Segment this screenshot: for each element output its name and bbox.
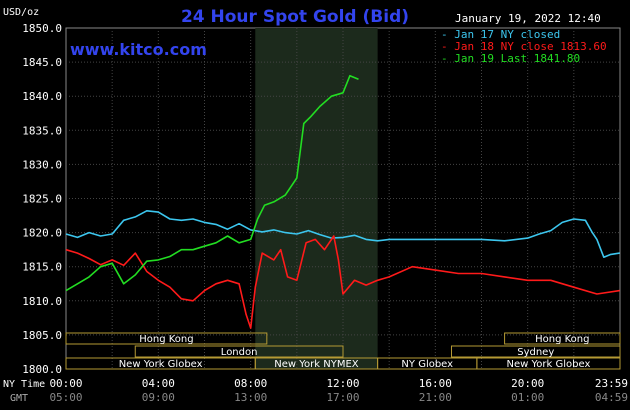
session-bar [476, 357, 621, 370]
y-tick-label: 1810.0 [22, 295, 62, 308]
session-bar [504, 332, 621, 345]
x-tick-label-gmt: 04:59 [595, 391, 628, 404]
session-label: Hong Kong [535, 334, 589, 345]
session-label: New York NYMEX [274, 359, 359, 370]
session-label: London [221, 347, 258, 358]
series-line-2 [65, 235, 620, 329]
legend-entry: - Jan 17 NY closed [441, 28, 560, 41]
chart-title: 24 Hour Spot Gold (Bid) [181, 7, 409, 27]
legend-entry: - Jan 19 Last 1841.80 [441, 52, 580, 65]
x-axis-label-ny: NY Time [3, 379, 45, 390]
x-tick-label-ny: 20:00 [511, 377, 544, 390]
y-tick-label: 1815.0 [22, 261, 62, 274]
y-axis-unit: USD/oz [3, 7, 39, 18]
y-tick-label: 1825.0 [22, 193, 62, 206]
site-watermark: www.kitco.com [70, 40, 207, 59]
session-label: New York Globex [507, 359, 591, 370]
session-bar [450, 345, 621, 358]
series-line-1 [65, 210, 620, 259]
grid [66, 28, 620, 369]
y-tick-label: 1845.0 [22, 56, 62, 69]
x-tick-label-ny: 23:59 [595, 377, 628, 390]
x-axis-label-gmt: GMT [10, 393, 28, 404]
x-tick-label-gmt: 09:00 [142, 391, 175, 404]
x-tick-label-gmt: 13:00 [234, 391, 267, 404]
x-tick-label-ny: 04:00 [142, 377, 175, 390]
series-line-3 [65, 74, 359, 292]
legend: - Jan 17 NY closed- Jan 18 NY close 1813… [441, 28, 607, 65]
price-series [65, 74, 620, 329]
y-tick-label: 1850.0 [22, 22, 62, 35]
x-tick-label-ny: 00:00 [49, 377, 82, 390]
y-tick-label: 1805.0 [22, 329, 62, 342]
y-tick-label: 1835.0 [22, 124, 62, 137]
chart-timestamp: January 19, 2022 12:40 [455, 12, 601, 25]
session-bar [65, 332, 268, 345]
x-tick-label-gmt: 01:00 [511, 391, 544, 404]
x-tick-label-ny: 16:00 [419, 377, 452, 390]
session-label: Hong Kong [139, 334, 193, 345]
y-tick-label: 1840.0 [22, 90, 62, 103]
x-tick-label-ny: 12:00 [326, 377, 359, 390]
session-label: NY Globex [401, 359, 453, 370]
x-tick-label-gmt: 05:00 [49, 391, 82, 404]
x-tick-label-gmt: 21:00 [419, 391, 452, 404]
y-tick-label: 1830.0 [22, 158, 62, 171]
session-bar [134, 345, 344, 358]
y-tick-label: 1820.0 [22, 227, 62, 240]
x-tick-label-ny: 08:00 [234, 377, 267, 390]
session-label: New York Globex [119, 359, 203, 370]
y-axis-ticks: 1850.0 1845.0 1840.0 1835.0 1830.0 1825.0 1820… [22, 22, 62, 376]
x-tick-label-gmt: 17:00 [326, 391, 359, 404]
y-tick-label: 1800.0 [22, 363, 62, 376]
session-label: Sydney [517, 347, 554, 358]
legend-entry: - Jan 18 NY close 1813.60 [441, 40, 607, 53]
